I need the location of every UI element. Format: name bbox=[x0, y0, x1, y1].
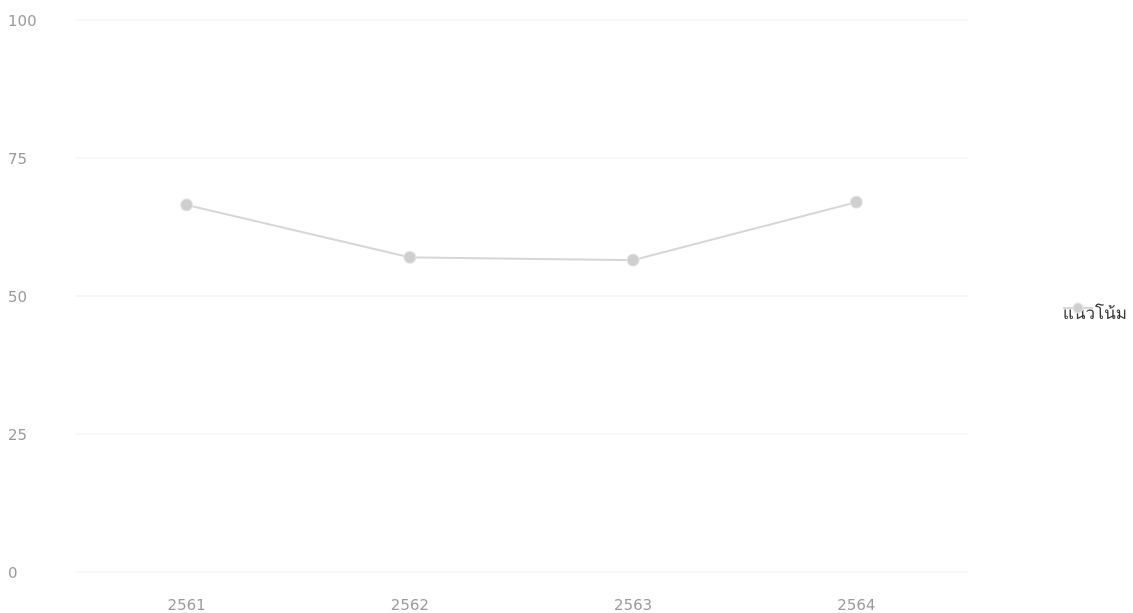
y-tick-label: 50 bbox=[8, 288, 27, 306]
grid-lines bbox=[75, 19, 968, 573]
x-tick-label: 2562 bbox=[391, 596, 429, 613]
y-tick-label: 100 bbox=[8, 12, 37, 30]
x-tick-label: 2561 bbox=[168, 596, 206, 613]
x-tick-label: 2563 bbox=[614, 596, 652, 613]
x-tick-label: 2564 bbox=[837, 596, 875, 613]
series-line bbox=[186, 201, 857, 262]
data-point[interactable] bbox=[626, 253, 640, 267]
legend[interactable]: แนวโน้ม bbox=[1062, 300, 1127, 327]
y-tick-label: 0 bbox=[8, 564, 18, 582]
y-tick-label: 25 bbox=[8, 426, 27, 444]
y-axis-ticks: 0 25 50 75 100 bbox=[8, 12, 37, 582]
data-point[interactable] bbox=[403, 250, 417, 264]
y-tick-label: 75 bbox=[8, 150, 27, 168]
series-layer bbox=[180, 195, 863, 267]
data-point[interactable] bbox=[849, 195, 863, 209]
x-axis-ticks: 2561 2562 2563 2564 bbox=[168, 596, 876, 613]
legend-swatch-icon bbox=[1062, 302, 1093, 314]
data-point[interactable] bbox=[180, 198, 194, 212]
